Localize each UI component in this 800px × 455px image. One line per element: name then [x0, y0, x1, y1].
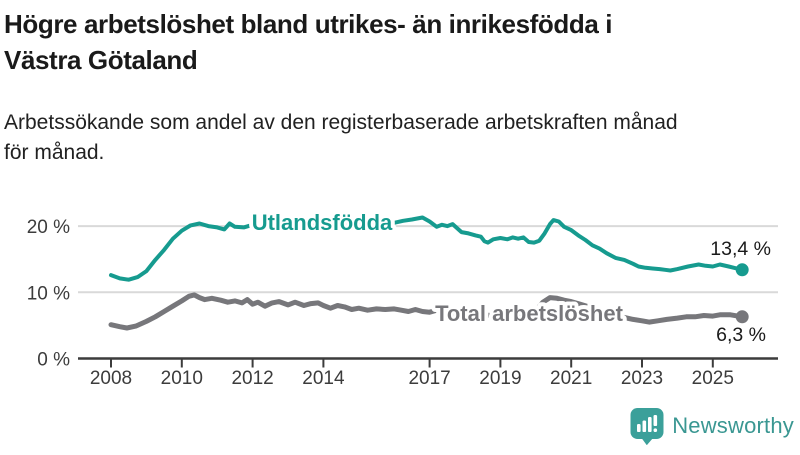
series-end-value-utlandsfodda: 13,4 %	[710, 238, 771, 260]
x-axis-tick-label: 2023	[621, 368, 663, 389]
bar-chart-speech-bubble-icon	[630, 408, 664, 445]
x-axis-tick-label: 2010	[161, 368, 203, 389]
x-axis-tick-label: 2019	[479, 368, 521, 389]
series-label-utlandsfodda: Utlandsfödda	[252, 210, 393, 235]
y-axis-tick-label: 10 %	[27, 283, 70, 304]
x-axis-tick-label: 2014	[302, 368, 345, 389]
series-line-utlandsfodda	[109, 215, 745, 282]
x-axis-tick-label: 2012	[231, 368, 273, 389]
y-axis-tick-label: 0 %	[37, 350, 70, 371]
series-end-value-total: 6,3 %	[716, 324, 766, 346]
x-axis-tick-label: 2021	[550, 368, 592, 389]
series-line-total	[108, 292, 745, 331]
series-end-dot-total	[735, 310, 749, 324]
newsworthy-logo: Newsworthy	[630, 406, 794, 446]
chart-subtitle: Arbetssökande som andel av den registerb…	[4, 111, 678, 164]
x-axis-tick-label: 2025	[692, 368, 734, 389]
page-title: Högre arbetslöshet bland utrikes- än inr…	[4, 9, 613, 75]
x-axis-tick-label: 2008	[90, 368, 132, 389]
brand-wordmark: Newsworthy	[672, 413, 794, 438]
series-label-total: Total arbetslöshet	[435, 301, 624, 326]
y-axis-tick-label: 20 %	[27, 217, 70, 238]
series-end-dot-utlandsfodda	[735, 263, 749, 277]
x-axis-tick-label: 2017	[408, 368, 450, 389]
